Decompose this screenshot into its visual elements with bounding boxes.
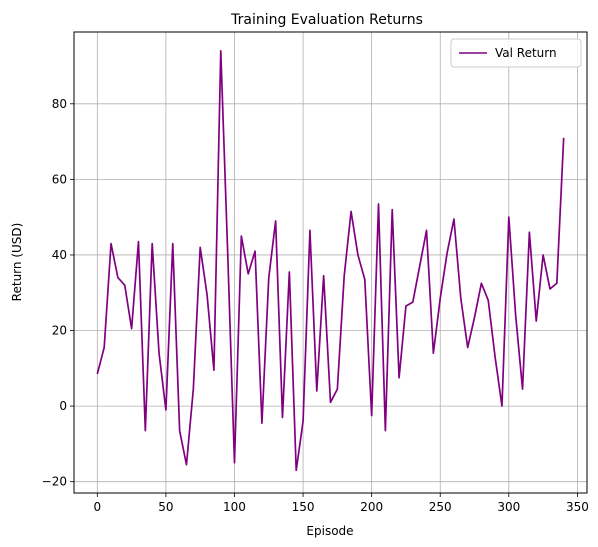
x-tick-label: 200 xyxy=(360,500,383,514)
x-axis-title: Episode xyxy=(306,524,353,538)
x-tick-label: 100 xyxy=(223,500,246,514)
y-tick-label: 0 xyxy=(59,399,67,413)
legend-label: Val Return xyxy=(495,46,557,60)
y-axis-title: Return (USD) xyxy=(10,223,24,302)
series-line xyxy=(96,50,565,472)
legend: Val Return xyxy=(450,38,582,68)
x-tick-label: 250 xyxy=(429,500,452,514)
grid xyxy=(74,32,587,493)
tick-layer: 0 50 100 150 200 250 300 350 −20 0 20 40 60 80 xyxy=(42,97,589,514)
y-tick-label: 20 xyxy=(52,324,67,338)
y-tick-label: 80 xyxy=(52,97,67,111)
x-tick-label: 150 xyxy=(292,500,315,514)
legend-box xyxy=(450,38,582,68)
x-tick-label: 350 xyxy=(566,500,589,514)
x-tick-label: 300 xyxy=(497,500,520,514)
x-tick-label: 0 xyxy=(93,500,101,514)
y-tick-label: −20 xyxy=(42,475,67,489)
series-layer xyxy=(96,50,565,472)
y-tick-label: 40 xyxy=(52,248,67,262)
chart-title: Training Evaluation Returns xyxy=(230,12,423,28)
x-tick-label: 50 xyxy=(158,500,173,514)
y-tick-label: 60 xyxy=(52,172,67,186)
plot-frame xyxy=(73,31,588,494)
